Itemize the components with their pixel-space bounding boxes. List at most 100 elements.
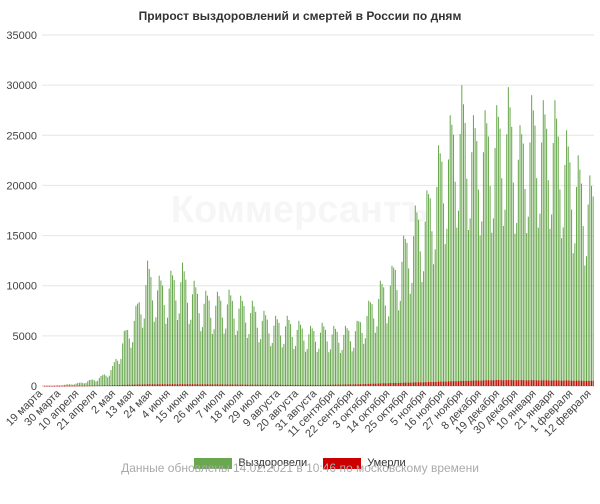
bar-deaths	[426, 382, 428, 386]
bar-recovered	[329, 349, 331, 386]
bar-deaths	[552, 380, 554, 386]
bar-deaths	[454, 381, 456, 386]
bar-deaths	[157, 384, 159, 386]
bar-deaths	[492, 380, 494, 386]
bar-deaths	[411, 382, 413, 386]
bar-recovered	[160, 280, 162, 386]
bar-recovered	[559, 189, 561, 386]
bar-deaths	[541, 380, 543, 386]
bar-deaths	[363, 384, 365, 386]
bar-recovered	[243, 306, 245, 386]
bar-deaths	[509, 380, 511, 386]
y-tick-label: 30000	[6, 80, 37, 92]
bar-recovered	[208, 300, 210, 386]
bar-deaths	[295, 384, 297, 386]
bar-deaths	[53, 385, 55, 387]
bar-deaths	[185, 384, 187, 386]
bar-recovered	[426, 190, 428, 386]
bar-recovered	[522, 143, 524, 386]
bar-recovered	[439, 153, 441, 386]
bar-deaths	[346, 384, 348, 386]
bar-deaths	[47, 385, 49, 387]
bar-recovered	[448, 159, 450, 386]
bar-deaths	[582, 380, 584, 386]
bar-recovered	[210, 317, 212, 386]
bar-recovered	[552, 143, 554, 386]
bar-deaths	[519, 380, 521, 386]
bar-deaths	[403, 382, 405, 386]
bar-recovered	[248, 333, 250, 386]
bar-deaths	[314, 384, 317, 386]
bar-recovered	[484, 110, 486, 387]
bar-deaths	[506, 380, 508, 386]
bar-recovered	[401, 261, 403, 386]
bar-deaths	[273, 384, 275, 386]
legend-item-deaths[interactable]: Умерли	[323, 457, 406, 469]
bar-recovered	[474, 128, 476, 386]
bar-recovered	[524, 188, 526, 386]
bar-recovered	[268, 333, 270, 386]
bar-recovered	[584, 265, 586, 386]
bar-recovered	[376, 326, 378, 386]
bar-recovered	[536, 178, 538, 386]
bar-recovered	[168, 288, 170, 386]
bar-deaths	[221, 384, 223, 386]
legend-item-recovered[interactable]: Выздоровели	[194, 457, 307, 469]
bar-recovered	[135, 305, 137, 386]
bar-recovered	[122, 343, 124, 386]
bar-recovered	[145, 284, 147, 386]
bar-deaths	[383, 383, 385, 386]
bar-deaths	[526, 380, 528, 386]
bar-recovered	[408, 268, 410, 386]
bar-recovered	[85, 382, 87, 386]
bar-deaths	[240, 384, 242, 386]
bar-recovered	[542, 100, 544, 386]
bar-deaths	[148, 384, 150, 386]
bar-deaths	[216, 384, 218, 386]
bar-recovered	[511, 126, 513, 386]
bar-deaths	[223, 384, 225, 386]
bar-deaths	[188, 384, 190, 386]
bar-recovered	[316, 351, 318, 386]
bar-deaths	[404, 382, 406, 386]
bar-deaths	[246, 384, 248, 386]
bar-deaths	[93, 385, 95, 387]
bar-recovered	[290, 324, 292, 386]
bar-deaths	[72, 385, 74, 387]
bar-recovered	[567, 146, 569, 386]
bar-deaths	[512, 380, 514, 386]
bar-deaths	[271, 384, 273, 386]
bar-deaths	[200, 384, 202, 386]
bar-recovered	[566, 130, 568, 386]
bar-recovered	[295, 346, 297, 386]
bar-recovered	[341, 349, 343, 386]
bar-deaths	[562, 380, 564, 386]
bar-deaths	[310, 384, 312, 386]
bar-recovered	[479, 235, 481, 386]
bar-recovered	[90, 379, 92, 386]
bar-recovered	[328, 352, 330, 386]
bar-deaths	[228, 384, 230, 386]
bar-deaths	[449, 381, 451, 386]
bar-recovered	[319, 332, 322, 386]
bar-recovered	[276, 319, 278, 386]
bar-deaths	[516, 380, 518, 386]
bar-recovered	[586, 256, 588, 386]
bar-recovered	[331, 334, 333, 386]
bar-recovered	[569, 162, 571, 386]
bar-recovered	[201, 327, 203, 386]
bar-recovered	[191, 294, 193, 386]
bar-recovered	[527, 216, 529, 386]
bar-recovered	[291, 337, 293, 386]
bar-deaths	[60, 385, 62, 387]
bar-deaths	[419, 382, 421, 386]
bar-deaths	[63, 385, 65, 387]
bar-deaths	[334, 384, 336, 386]
bar-deaths	[388, 383, 390, 386]
bar-deaths	[235, 384, 237, 386]
bar-deaths	[102, 385, 104, 386]
bar-recovered	[556, 118, 558, 386]
bar-recovered	[388, 316, 390, 386]
bar-recovered	[158, 275, 160, 386]
bar-deaths	[344, 384, 346, 386]
